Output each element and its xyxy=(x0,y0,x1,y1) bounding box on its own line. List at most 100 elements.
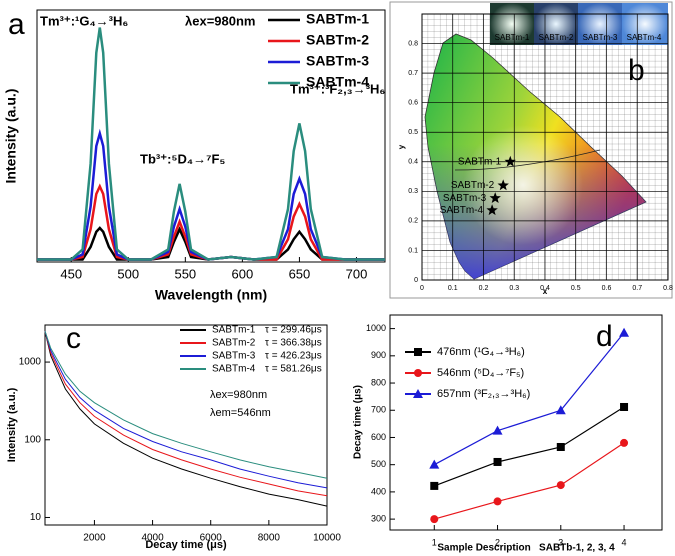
y-tick-label: 600 xyxy=(371,432,386,442)
photo-inset xyxy=(490,3,534,45)
series-line xyxy=(37,27,385,261)
y-tick-label: 0.4 xyxy=(408,159,418,166)
legend-label: SABTm-3 xyxy=(306,53,369,69)
x-tick-label: 4 xyxy=(622,537,627,547)
panel-letter: a xyxy=(8,8,25,41)
x-axis-label: Decay time (μs) xyxy=(145,539,227,551)
data-marker xyxy=(492,425,503,435)
plot-frame xyxy=(44,324,328,526)
legend-tau: τ = 366.38μs xyxy=(265,338,322,349)
series-line xyxy=(44,331,328,489)
y-tick-label: 400 xyxy=(371,486,386,496)
data-marker xyxy=(555,405,566,415)
y-tick-label: 0.6 xyxy=(408,100,418,107)
x-axis-label: Wavelength (nm) xyxy=(155,287,267,303)
y-tick-label: 0.7 xyxy=(408,70,418,77)
y-tick-label: 900 xyxy=(371,350,386,360)
legend-label: 657nm (³F₂,₃→³H₆) xyxy=(437,388,530,400)
series-line xyxy=(434,406,625,487)
plot-frame xyxy=(389,314,663,531)
y-axis-label: Decay time (μs) xyxy=(353,385,364,459)
legend-label: SABTm-2 xyxy=(212,338,256,349)
y-tick-label: 10 xyxy=(30,512,42,523)
photo-inset xyxy=(578,3,622,45)
x-tick-label: 0 xyxy=(420,285,424,292)
series-line xyxy=(434,332,625,466)
x-tick-label: 2000 xyxy=(83,533,106,544)
y-tick-label: 0.8 xyxy=(408,40,418,47)
y-tick-label: 1000 xyxy=(366,323,386,333)
data-marker xyxy=(619,327,630,337)
x-tick-label: 0.1 xyxy=(448,285,458,292)
cie-point xyxy=(504,155,516,167)
data-marker xyxy=(556,442,565,451)
legend-label: SABTm-3 xyxy=(212,351,256,362)
cie-point xyxy=(489,192,501,203)
annotation: λem=546nm xyxy=(210,407,271,419)
series-line xyxy=(434,442,625,520)
annotation: λex=980nm xyxy=(185,13,255,28)
y-tick-label: 800 xyxy=(371,377,386,387)
y-tick-label: 100 xyxy=(24,434,41,445)
y-tick-label: 1000 xyxy=(19,357,42,368)
x-tick-label: 0.5 xyxy=(571,285,581,292)
planckian-locus xyxy=(454,149,601,171)
x-tick-label: 8000 xyxy=(258,533,281,544)
cie-white-center xyxy=(425,34,646,279)
x-tick-label: 6000 xyxy=(200,533,223,544)
legend-label: SABTm-4 xyxy=(212,364,256,375)
legend-tau: τ = 581.26μs xyxy=(265,364,322,375)
x-tick-label: 450 xyxy=(60,266,82,281)
point-label: SABTm-3 xyxy=(443,193,487,204)
x-tick-label: 10000 xyxy=(313,533,341,544)
x-tick-label: 550 xyxy=(174,266,196,281)
data-marker xyxy=(556,481,565,490)
legend-label: SABTm-4 xyxy=(306,74,369,90)
series-line xyxy=(44,331,328,479)
data-marker xyxy=(430,515,439,524)
x-tick-label: 0.8 xyxy=(663,285,673,292)
data-marker xyxy=(429,459,440,469)
annotation: Tb³⁺:⁵D₄→⁷F₅ xyxy=(140,151,225,166)
photo-inset xyxy=(622,3,668,45)
y-axis-label: Intensity (a.u.) xyxy=(3,89,19,184)
legend-tau: τ = 426.23μs xyxy=(265,351,322,362)
x-tick-label: 0.2 xyxy=(479,285,489,292)
x-tick-label: 1 xyxy=(432,537,437,547)
x-tick-label: 0.6 xyxy=(602,285,612,292)
series-line xyxy=(37,128,385,261)
annotation: Tm³⁺:³F₂,₃→³H₆ xyxy=(290,81,385,96)
data-marker xyxy=(414,348,422,356)
legend-label: 546nm (⁵D₄→⁷F₅) xyxy=(437,367,524,379)
series-line xyxy=(44,331,328,507)
inset-label: SABTm-2 xyxy=(539,33,574,42)
y-tick-label: 0.5 xyxy=(408,129,418,136)
y-tick-label: 0.2 xyxy=(408,218,418,225)
annotation: Tm³⁺:¹G₄→³H₆ xyxy=(40,13,128,28)
x-tick-label: 500 xyxy=(117,266,139,281)
y-tick-label: 0.3 xyxy=(408,188,418,195)
y-axis-label: y xyxy=(397,144,406,149)
data-marker xyxy=(414,369,422,377)
y-axis-label: Intensity (a.u.) xyxy=(6,387,18,462)
data-marker xyxy=(620,402,629,411)
panel-letter: d xyxy=(596,320,613,353)
series-line xyxy=(37,226,385,261)
x-tick-label: 0.3 xyxy=(509,285,519,292)
series-line xyxy=(44,331,328,497)
data-marker xyxy=(493,457,502,466)
x-tick-label: 0.4 xyxy=(540,285,550,292)
photo-inset xyxy=(534,3,578,45)
annotation: λex=980nm xyxy=(210,389,267,401)
x-tick-label: 2 xyxy=(495,537,500,547)
legend-label: SABTm-1 xyxy=(212,325,256,336)
data-marker xyxy=(620,438,629,447)
x-tick-label: 600 xyxy=(232,266,254,281)
data-marker xyxy=(493,497,502,506)
x-tick-label: 700 xyxy=(346,266,368,281)
legend-tau: τ = 299.46μs xyxy=(265,325,322,336)
x-tick-label: 650 xyxy=(289,266,311,281)
y-tick-label: 300 xyxy=(371,513,386,523)
cie-point xyxy=(497,179,509,191)
